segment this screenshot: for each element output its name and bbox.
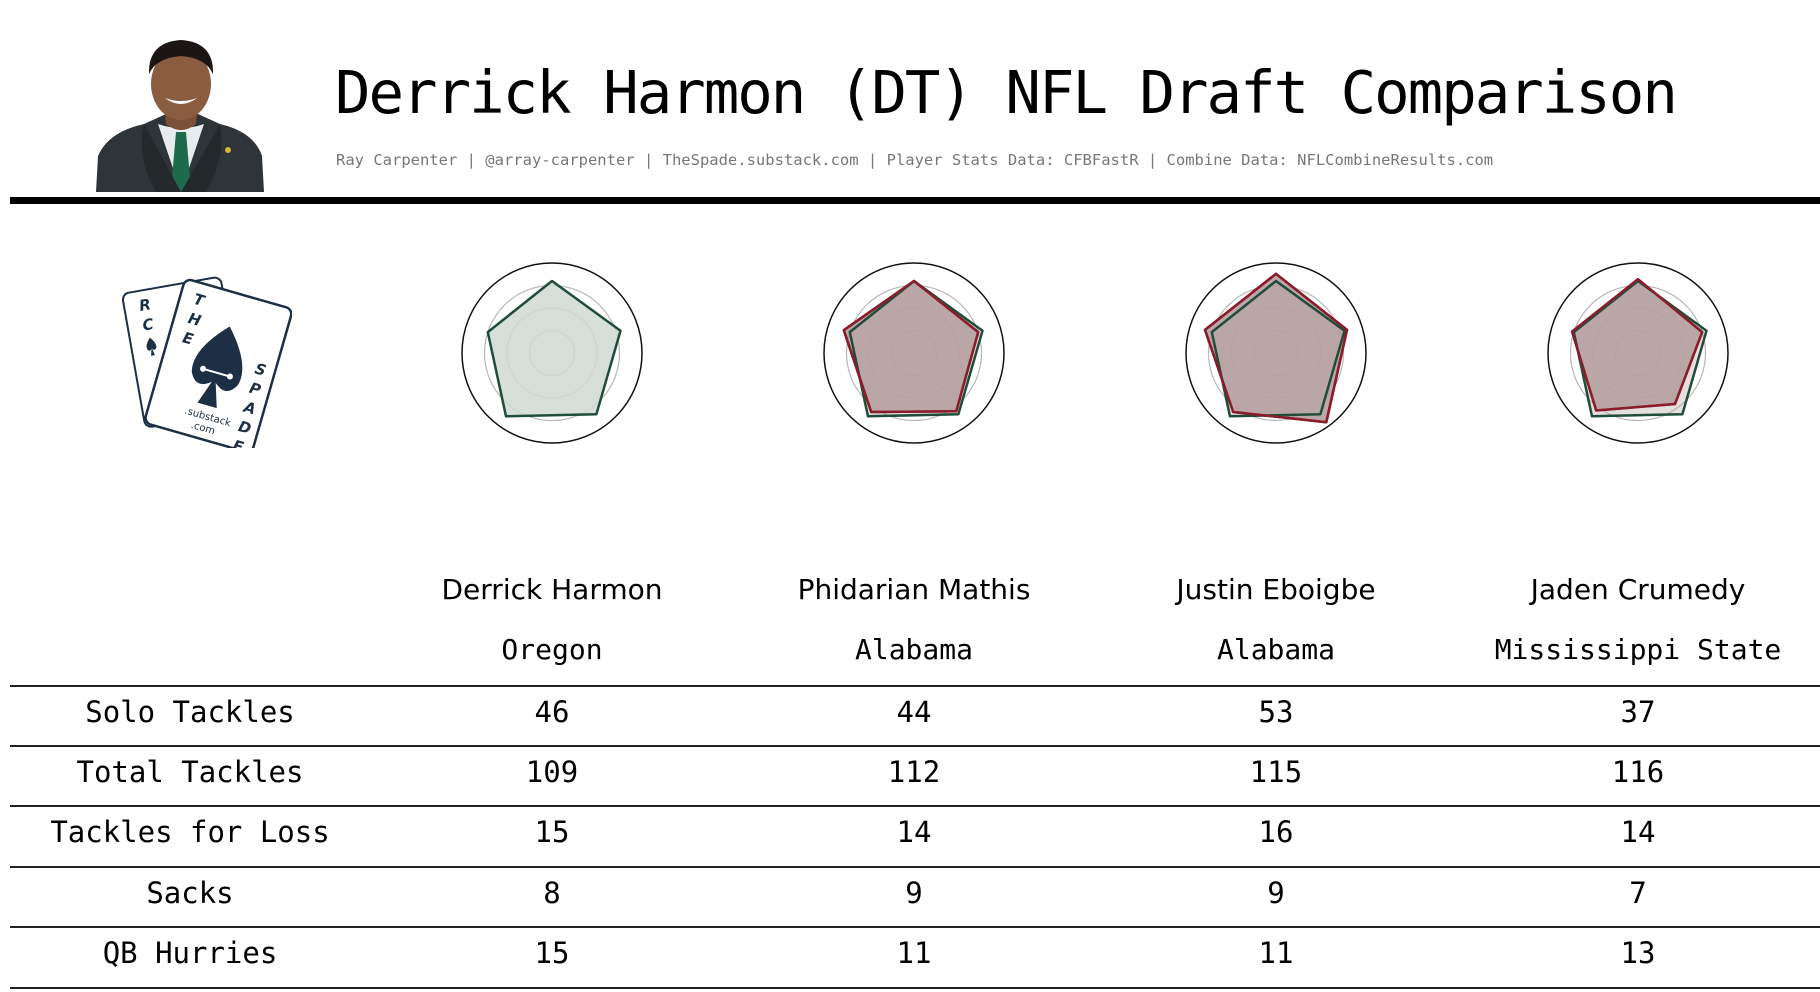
stat-cell: 15	[534, 815, 570, 849]
player-name: Jaden Crumedy	[1530, 573, 1746, 606]
player-school: Mississippi State	[1494, 633, 1782, 666]
table-bottom-rule	[10, 987, 1820, 989]
table-row-rule	[10, 805, 1820, 807]
stat-label-solo-tackles: Solo Tackles	[85, 695, 295, 729]
logo-letter-e2: E	[231, 436, 247, 448]
stat-label-total-tackles: Total Tackles	[76, 755, 304, 789]
logo-letter-c: C	[141, 315, 155, 335]
player-name: Phidarian Mathis	[797, 573, 1031, 606]
radar-chart-crumedy	[1547, 262, 1729, 444]
page-title: Derrick Harmon (DT) NFL Draft Comparison	[335, 58, 1678, 127]
player-headshot	[96, 40, 264, 192]
radar-outer-ring	[1547, 262, 1729, 444]
logo-letter-s: S	[253, 360, 268, 380]
stat-cell: 9	[1267, 876, 1285, 910]
stat-cell: 44	[896, 695, 932, 729]
page-subtitle: Ray Carpenter | @array-carpenter | TheSp…	[336, 151, 1494, 169]
radar-series-comparison-outline	[842, 279, 980, 414]
logo-letter-p: P	[247, 379, 263, 399]
stat-cell: 53	[1258, 695, 1294, 729]
player-school: Oregon	[501, 633, 603, 666]
stat-cell: 11	[1258, 936, 1294, 970]
stat-cell: 8	[543, 876, 561, 910]
player-school: Alabama	[1216, 633, 1335, 666]
logo-letter-r: R	[138, 295, 153, 315]
radar-series-primary	[848, 279, 984, 418]
stat-cell: 14	[1620, 815, 1656, 849]
stat-cell: 13	[1620, 936, 1656, 970]
radar-series-primary	[1210, 279, 1346, 418]
radar-series-primary	[486, 279, 622, 418]
stat-cell: 11	[896, 936, 932, 970]
radar-outer-ring	[461, 262, 643, 444]
stat-cell: 116	[1611, 755, 1665, 789]
radar-chart-mathis	[823, 262, 1005, 444]
table-row-rule	[10, 745, 1820, 747]
radar-series-comparison-outline	[1570, 277, 1704, 412]
logo-letter-d: D	[236, 417, 253, 438]
stat-label-qb-hurries: QB Hurries	[102, 936, 278, 970]
stat-cell: 37	[1620, 695, 1656, 729]
stat-cell: 46	[534, 695, 570, 729]
table-header-rule	[10, 685, 1820, 687]
radar-series-comparison-outline	[1203, 272, 1349, 424]
stat-cell: 112	[887, 755, 941, 789]
radar-outer-ring	[1185, 262, 1367, 444]
player-name: Justin Eboigbe	[1176, 573, 1376, 606]
stat-label-sacks: Sacks	[146, 876, 234, 910]
logo-letter-h: H	[186, 309, 203, 330]
stat-cell: 7	[1629, 876, 1647, 910]
stat-cell: 14	[896, 815, 932, 849]
radar-chart-eboigbe	[1185, 262, 1367, 444]
player-name: Derrick Harmon	[441, 573, 663, 606]
radar-series-primary	[1572, 279, 1708, 418]
radar-chart-harmon	[461, 262, 643, 444]
stat-cell: 115	[1249, 755, 1303, 789]
stat-cell: 9	[905, 876, 923, 910]
spade-icon	[191, 326, 243, 409]
stat-label-tackles-for-loss: Tackles for Loss	[50, 815, 330, 849]
logo-letter-a: A	[241, 398, 258, 419]
table-row-rule	[10, 866, 1820, 868]
table-row-rule	[10, 926, 1820, 928]
the-spade-logo: R C T H E S P A D E .substack .com	[121, 276, 292, 448]
stat-cell: 109	[525, 755, 579, 789]
stat-cell: 15	[534, 936, 570, 970]
radar-outer-ring	[823, 262, 1005, 444]
player-school: Alabama	[854, 633, 973, 666]
stat-cell: 16	[1258, 815, 1294, 849]
header-divider	[10, 197, 1820, 204]
